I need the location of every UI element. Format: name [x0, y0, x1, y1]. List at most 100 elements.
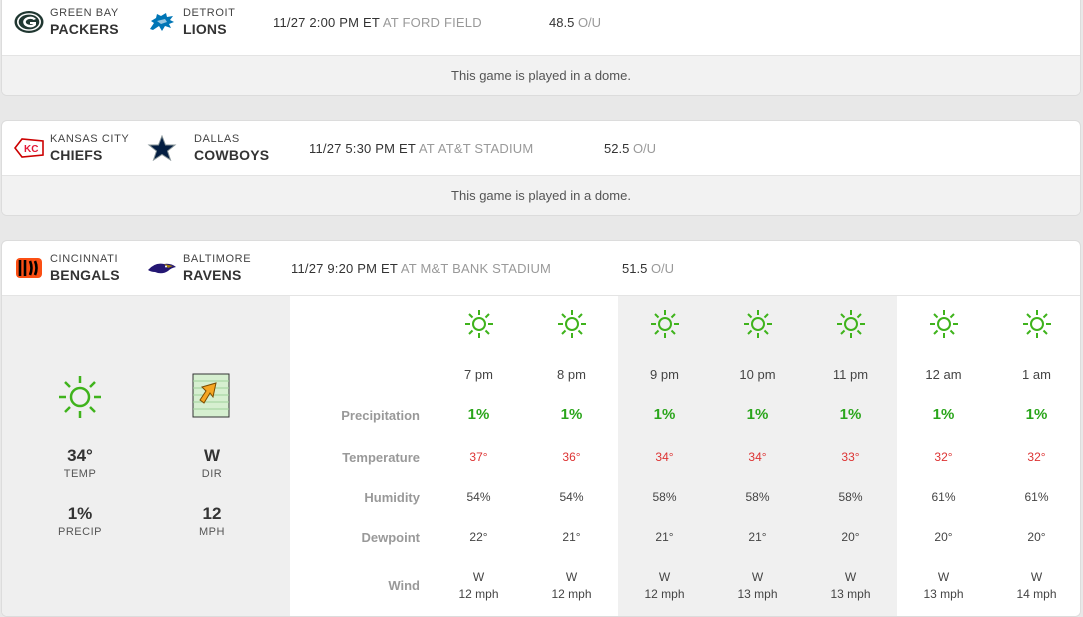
weather-panel: 34° TEMP W DIR 1% PRECIP 12 MPH Precipit…: [2, 296, 1080, 616]
sun-icon: [558, 310, 586, 338]
hour-wind-dir: W: [658, 570, 671, 584]
sun-icon: [465, 310, 493, 338]
row-label-precipitation: Precipitation: [341, 408, 420, 423]
hour-temp: 33°: [841, 450, 860, 464]
sun-icon: [837, 310, 865, 338]
game-time: 11/27 2:00 PM ET AT FORD FIELD: [273, 15, 482, 30]
away-team[interactable]: CINCINNATI BENGALS: [14, 251, 144, 287]
hour-wind-dir: W: [565, 570, 578, 584]
over-under: 51.5 O/U: [622, 261, 674, 276]
lions-logo-icon: [150, 13, 174, 31]
over-under: 52.5 O/U: [604, 141, 656, 156]
away-team[interactable]: KC KANSAS CITY CHIEFS: [14, 131, 144, 167]
hour-wind-dir: W: [844, 570, 857, 584]
current-wind-speed: 12 MPH: [172, 504, 252, 538]
home-team-city: DETROIT: [183, 7, 236, 19]
current-wind-dir-label: DIR: [201, 468, 223, 480]
home-team-city: DALLAS: [194, 133, 240, 145]
hour-wind-speed: 12 mph: [551, 587, 592, 601]
game-header: KC KANSAS CITY CHIEFS DALLAS COWBOYS 11/…: [2, 121, 1080, 176]
hour-dewpoint: 22°: [469, 530, 488, 544]
hour-wind-dir: W: [937, 570, 950, 584]
hour-humidity: 54%: [559, 490, 584, 504]
hour-humidity: 58%: [745, 490, 770, 504]
hour-dewpoint: 21°: [562, 530, 581, 544]
away-team-name: BENGALS: [50, 267, 120, 283]
away-team[interactable]: GREEN BAY PACKERS: [14, 5, 144, 41]
hour-column: 10 pm 1% 34° 58% 21° W 13 mph: [711, 296, 804, 616]
hour-temp: 32°: [1027, 450, 1046, 464]
ravens-logo-icon: [148, 263, 176, 274]
hour-label: 1 am: [1022, 367, 1051, 382]
current-temp: 34° TEMP: [40, 446, 120, 480]
hour-wind-speed: 14 mph: [1016, 587, 1057, 601]
sun-icon: [59, 376, 101, 418]
current-precip: 1% PRECIP: [40, 504, 120, 538]
hour-wind-speed: 12 mph: [458, 587, 499, 601]
over-under-label: O/U: [632, 141, 657, 156]
hour-humidity: 58%: [652, 490, 677, 504]
hour-temp: 37°: [469, 450, 488, 464]
wind-direction-arrow-icon: [192, 373, 230, 418]
current-temp-label: TEMP: [63, 468, 97, 480]
current-wind-dir: W DIR: [172, 446, 252, 480]
hour-precip: 1%: [839, 406, 862, 423]
home-team-name: LIONS: [183, 21, 227, 37]
hour-label: 11 pm: [832, 367, 869, 382]
hour-wind-speed: 13 mph: [923, 587, 964, 601]
over-under: 48.5 O/U: [549, 15, 601, 30]
home-team[interactable]: DETROIT LIONS: [147, 5, 267, 41]
kickoff-time: 11/27 5:30 PM ET: [309, 141, 416, 156]
hour-humidity: 61%: [931, 490, 956, 504]
game-card-packers-lions: GREEN BAY PACKERS DETROIT LIONS 11/27 2:…: [1, 0, 1081, 96]
hour-label: 12 am: [925, 367, 962, 382]
hour-temp: 36°: [562, 450, 581, 464]
current-conditions: 34° TEMP W DIR 1% PRECIP 12 MPH: [2, 296, 290, 616]
home-team-city: BALTIMORE: [183, 253, 252, 265]
away-team-city: CINCINNATI: [50, 253, 119, 265]
over-under-value: 51.5: [622, 261, 648, 276]
dome-note: This game is played in a dome.: [2, 176, 1080, 215]
current-precip-label: PRECIP: [58, 526, 102, 538]
hour-wind-dir: W: [1030, 570, 1043, 584]
sun-icon: [1023, 310, 1051, 338]
sun-icon: [651, 310, 679, 338]
hour-wind-dir: W: [751, 570, 764, 584]
hour-column: 7 pm 1% 37° 54% 22° W 12 mph: [432, 296, 525, 616]
hour-humidity: 58%: [838, 490, 863, 504]
game-time: 11/27 9:20 PM ET AT M&T BANK STADIUM: [291, 261, 551, 276]
shaded-columns: [618, 296, 897, 616]
hour-label: 7 pm: [464, 367, 493, 382]
hourly-forecast: Precipitation Temperature Humidity Dewpo…: [290, 296, 1080, 616]
hour-column: 11 pm 1% 33° 58% 20° W 13 mph: [804, 296, 897, 616]
venue: AT M&T BANK STADIUM: [400, 261, 552, 276]
hour-precip: 1%: [560, 406, 583, 423]
home-team[interactable]: DALLAS COWBOYS: [147, 131, 277, 167]
dome-note: This game is played in a dome.: [2, 56, 1080, 95]
svg-text:KC: KC: [24, 144, 38, 155]
hour-column: 8 pm 1% 36° 54% 21° W 12 mph: [525, 296, 618, 616]
hour-dewpoint: 21°: [748, 530, 767, 544]
hour-wind-speed: 12 mph: [644, 587, 685, 601]
home-team-name: COWBOYS: [194, 147, 270, 163]
game-card-chiefs-cowboys: KC KANSAS CITY CHIEFS DALLAS COWBOYS 11/…: [1, 120, 1081, 216]
packers-logo-icon: [14, 11, 44, 33]
hour-precip: 1%: [746, 406, 769, 423]
hour-dewpoint: 20°: [934, 530, 953, 544]
game-card-bengals-ravens: CINCINNATI BENGALS BALTIMORE RAVENS 11/2…: [1, 240, 1081, 617]
venue: AT FORD FIELD: [382, 15, 482, 30]
hour-wind-speed: 13 mph: [737, 587, 778, 601]
hour-precip: 1%: [653, 406, 676, 423]
hour-dewpoint: 20°: [841, 530, 860, 544]
home-team[interactable]: BALTIMORE RAVENS: [147, 251, 277, 287]
hour-label: 9 pm: [650, 367, 679, 382]
hour-column: 1 am 1% 32° 61% 20° W 14 mph: [990, 296, 1080, 616]
game-header: GREEN BAY PACKERS DETROIT LIONS 11/27 2:…: [2, 0, 1080, 56]
hour-column: 12 am 1% 32° 61% 20° W 13 mph: [897, 296, 990, 616]
hour-humidity: 61%: [1024, 490, 1049, 504]
cowboys-star-icon: [147, 135, 177, 161]
hour-temp: 34°: [655, 450, 674, 464]
hour-column: 9 pm 1% 34° 58% 21° W 12 mph: [618, 296, 711, 616]
hour-dewpoint: 20°: [1027, 530, 1046, 544]
hour-precip: 1%: [467, 406, 490, 423]
